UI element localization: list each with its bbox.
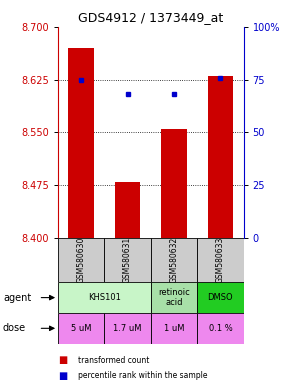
Text: agent: agent (3, 293, 31, 303)
Bar (208, 76, 233, 238)
Text: retinoic
acid: retinoic acid (158, 288, 190, 307)
Text: 1.7 uM: 1.7 uM (113, 324, 142, 333)
Text: GSM580633: GSM580633 (216, 237, 225, 283)
Text: dose: dose (3, 323, 26, 333)
Bar (151, 282, 197, 313)
Text: transformed count: transformed count (78, 356, 150, 365)
Text: DMSO: DMSO (208, 293, 233, 302)
Bar (161, 129, 187, 238)
Bar (58, 313, 104, 344)
Text: GSM580632: GSM580632 (169, 237, 179, 283)
Text: ■: ■ (58, 371, 67, 381)
Bar (197, 313, 244, 344)
Bar (68, 48, 94, 238)
Bar (104, 313, 151, 344)
Text: GSM580630: GSM580630 (77, 237, 86, 283)
Text: 0.1 %: 0.1 % (209, 324, 232, 333)
Text: 5 uM: 5 uM (71, 324, 91, 333)
Text: percentile rank within the sample: percentile rank within the sample (78, 371, 208, 380)
Text: 1 uM: 1 uM (164, 324, 184, 333)
Text: ■: ■ (58, 355, 67, 365)
Bar (197, 238, 244, 282)
Bar (104, 238, 151, 282)
Bar (58, 282, 151, 313)
Bar (151, 238, 197, 282)
Bar (197, 282, 244, 313)
Bar (58, 238, 104, 282)
Text: KHS101: KHS101 (88, 293, 121, 302)
Title: GDS4912 / 1373449_at: GDS4912 / 1373449_at (78, 11, 223, 24)
Text: GSM580631: GSM580631 (123, 237, 132, 283)
Bar (151, 313, 197, 344)
Bar (115, 182, 140, 238)
